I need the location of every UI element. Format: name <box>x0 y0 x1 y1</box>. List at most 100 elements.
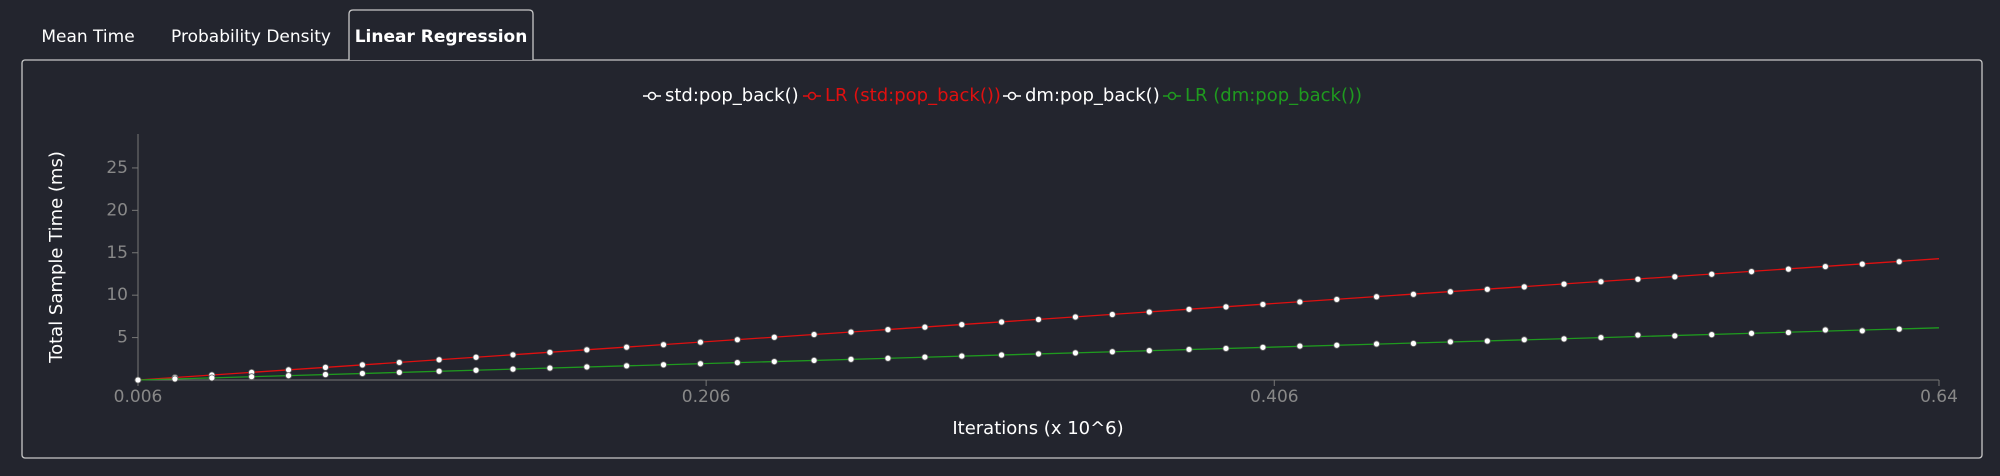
point <box>1072 349 1079 357</box>
point <box>1895 325 1903 333</box>
point <box>1410 340 1417 347</box>
point <box>472 366 480 374</box>
point <box>285 372 292 379</box>
point <box>1222 303 1230 311</box>
point <box>1671 273 1679 281</box>
point <box>134 376 142 384</box>
point <box>1373 293 1380 301</box>
x-tick-label: 0.406 <box>1250 387 1299 407</box>
point <box>395 359 403 366</box>
point <box>435 356 443 364</box>
point <box>847 328 855 336</box>
point <box>1821 326 1829 334</box>
point <box>623 343 630 351</box>
point <box>322 371 329 378</box>
y-tick-label: 20 <box>106 200 128 220</box>
point <box>1185 346 1193 353</box>
point <box>810 357 818 364</box>
point <box>660 361 667 369</box>
point <box>733 359 741 367</box>
point <box>1671 332 1679 340</box>
point <box>583 363 591 371</box>
y-tick-label: 5 <box>117 328 128 348</box>
point <box>583 346 591 354</box>
x-tick-label: 0.006 <box>114 387 163 407</box>
panel <box>21 59 1983 459</box>
point <box>1333 296 1341 303</box>
legend-label: LR (dm:pop_back()) <box>1185 85 1362 106</box>
point <box>1785 329 1792 336</box>
x-tick-label: 0.206 <box>682 387 731 407</box>
tab[interactable]: Mean Time <box>41 27 134 47</box>
point <box>921 353 929 361</box>
point <box>1520 336 1528 344</box>
point <box>1708 270 1716 278</box>
active-tab-frame <box>348 9 534 60</box>
point <box>697 338 704 346</box>
point <box>810 331 818 338</box>
x-axis-label: Iterations (x 10^6) <box>952 418 1123 439</box>
point <box>1520 283 1528 291</box>
point <box>1108 348 1116 356</box>
point <box>733 336 741 344</box>
x-tick-label: 0.64 <box>1920 387 1958 407</box>
legend-swatch-marker <box>1167 91 1177 101</box>
point <box>998 351 1005 359</box>
point <box>1108 311 1116 318</box>
point <box>472 353 480 361</box>
point <box>958 352 966 360</box>
point <box>958 321 966 329</box>
point <box>623 362 630 370</box>
tab[interactable]: Probability Density <box>171 27 331 47</box>
point <box>1858 260 1866 268</box>
point <box>1447 338 1454 346</box>
point <box>1035 350 1042 358</box>
point <box>660 341 667 349</box>
point <box>1748 268 1755 275</box>
point <box>1296 298 1304 306</box>
point <box>171 375 179 383</box>
point <box>285 366 292 374</box>
point <box>998 318 1005 326</box>
point <box>884 354 892 362</box>
point <box>509 365 517 373</box>
tab[interactable]: Linear Regression <box>355 27 528 47</box>
point <box>1821 263 1829 270</box>
legend-label: dm:pop_back() <box>1025 85 1160 106</box>
legend-swatch-marker <box>807 91 817 101</box>
point <box>322 363 329 371</box>
point <box>1373 340 1380 348</box>
point <box>1145 347 1153 355</box>
point <box>1634 331 1642 339</box>
y-tick-label: 10 <box>106 285 128 305</box>
point <box>1748 329 1755 337</box>
y-tick-label: 25 <box>106 158 128 178</box>
point <box>1597 334 1605 341</box>
point <box>1447 288 1454 296</box>
y-axis-label: Total Sample Time (ms) <box>46 151 67 364</box>
point <box>546 348 554 356</box>
point <box>1483 337 1491 345</box>
point <box>435 367 443 375</box>
point <box>1333 341 1341 349</box>
point <box>1145 308 1153 316</box>
point <box>1895 258 1903 266</box>
point <box>359 370 366 377</box>
plot: 5 10 15 20 25 0.006 0.206 0.406 0.64 <box>106 158 1958 407</box>
legend-swatch-marker <box>647 91 657 101</box>
point <box>1634 275 1642 283</box>
legend-label: LR (std:pop_back()) <box>825 85 1001 106</box>
point <box>1410 290 1417 298</box>
point <box>546 364 554 372</box>
point <box>1222 345 1230 352</box>
y-tick-label: 15 <box>106 243 128 263</box>
point <box>697 360 704 368</box>
point <box>1858 327 1866 335</box>
point <box>1560 335 1568 343</box>
point <box>884 326 892 334</box>
point <box>770 333 778 341</box>
point <box>1483 285 1491 293</box>
point <box>1035 316 1042 323</box>
